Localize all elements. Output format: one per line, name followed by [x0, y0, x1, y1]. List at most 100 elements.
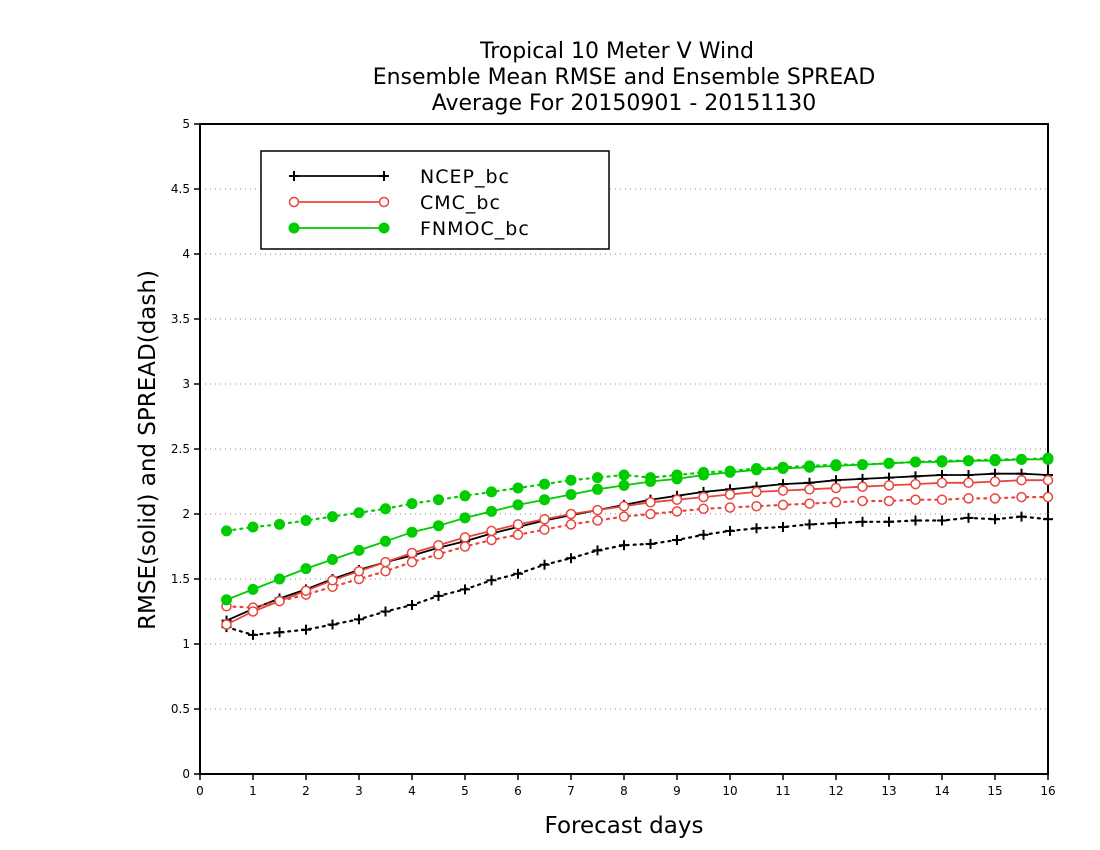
legend-marker-end-cmc-bc — [378, 196, 390, 208]
rmse-point-cmc-bc-31 — [1042, 474, 1054, 486]
y-tick-label-6: 3 — [182, 377, 190, 391]
spread-line-fnmoc-bc — [225, 457, 1050, 533]
y-axis-label: RMSE(solid) and SPREAD(dash) — [135, 270, 161, 630]
chart-title-line-1: Tropical 10 Meter V Wind — [479, 39, 754, 64]
spread-point-cmc-bc-28 — [963, 493, 974, 504]
rmse-point-cmc-bc-16 — [645, 497, 656, 508]
rmse-point-cmc-bc-10 — [486, 525, 497, 537]
spread-point-fnmoc-bc-8 — [433, 494, 444, 506]
x-tick-label-15: 15 — [987, 784, 1002, 798]
spread-line-cmc-bc — [225, 496, 1050, 609]
spread-point-fnmoc-bc-3 — [300, 515, 312, 526]
legend-entry-cmc-bc: CMC_bc — [288, 192, 501, 214]
y-tick-label-9: 4.5 — [171, 182, 190, 196]
rmse-point-cmc-bc-15 — [618, 500, 630, 512]
spread-point-ncep-bc-1 — [248, 629, 258, 640]
rmse-point-cmc-bc-8 — [433, 539, 444, 551]
spread-point-fnmoc-bc-5 — [353, 507, 365, 519]
legend-marker-start-ncep-bc — [289, 171, 299, 181]
y-tick-label-10: 5 — [182, 117, 190, 131]
rmse-point-fnmoc-bc-6 — [380, 535, 391, 547]
legend-entry-ncep-bc: NCEP_bc — [289, 166, 510, 188]
spread-point-ncep-bc-18 — [698, 529, 709, 540]
legend-label-ncep-bc: NCEP_bc — [420, 166, 510, 188]
legend-label-cmc-bc: CMC_bc — [420, 192, 501, 214]
chart-title: Tropical 10 Meter V Wind Ensemble Mean R… — [373, 39, 876, 116]
y-tick-label-5: 2.5 — [171, 442, 190, 456]
x-axis-label: Forecast days — [545, 813, 704, 839]
rmse-point-fnmoc-bc-23 — [830, 460, 842, 472]
rmse-line-fnmoc-bc — [226, 458, 1048, 601]
spread-point-cmc-bc-7 — [406, 556, 418, 568]
y-tick-label-8: 4 — [182, 247, 190, 261]
rmse-point-fnmoc-bc-21 — [777, 463, 789, 474]
y-tick-label-2: 1 — [182, 637, 190, 651]
spread-point-ncep-bc-26 — [910, 515, 921, 526]
grid-lines — [200, 188, 1048, 710]
spread-point-ncep-bc-29 — [990, 514, 1000, 525]
x-tick-label-1: 1 — [249, 784, 257, 798]
spread-point-fnmoc-bc-4 — [327, 511, 338, 523]
x-tick-label-7: 7 — [567, 784, 575, 798]
spread-point-ncep-bc-22 — [804, 519, 815, 530]
spread-point-cmc-bc-27 — [936, 494, 948, 505]
spread-point-ncep-bc-11 — [513, 568, 523, 579]
spread-point-ncep-bc-13 — [566, 553, 576, 564]
spread-point-fnmoc-bc-15 — [618, 469, 630, 481]
rmse-point-cmc-bc-21 — [777, 485, 789, 496]
rmse-point-fnmoc-bc-3 — [300, 563, 312, 575]
legend-marker-start-fnmoc-bc — [288, 222, 300, 234]
spread-point-ncep-bc-4 — [327, 619, 338, 630]
x-tick-label-3: 3 — [355, 784, 363, 798]
x-tick-label-12: 12 — [828, 784, 843, 798]
rmse-point-cmc-bc-25 — [883, 480, 895, 491]
spread-point-fnmoc-bc-13 — [565, 474, 577, 486]
spread-point-ncep-bc-28 — [963, 512, 974, 523]
rmse-point-fnmoc-bc-22 — [804, 461, 815, 473]
rmse-point-cmc-bc-24 — [857, 481, 868, 492]
rmse-point-fnmoc-bc-11 — [512, 499, 524, 511]
spread-point-ncep-bc-12 — [539, 559, 550, 570]
spread-point-ncep-bc-10 — [486, 575, 497, 586]
y-tick-label-4: 2 — [182, 507, 190, 521]
y-tick-label-1: 0.5 — [171, 702, 190, 716]
spread-point-fnmoc-bc-0 — [221, 525, 232, 537]
spread-point-cmc-bc-18 — [698, 503, 709, 515]
rmse-point-cmc-bc-5 — [353, 565, 365, 577]
spread-point-cmc-bc-8 — [433, 549, 444, 560]
spread-point-ncep-bc-31 — [1043, 514, 1053, 525]
rmse-point-fnmoc-bc-27 — [936, 456, 948, 468]
rmse-point-cmc-bc-11 — [512, 519, 524, 530]
rmse-point-fnmoc-bc-0 — [221, 594, 232, 606]
spread-point-fnmoc-bc-14 — [592, 472, 603, 484]
x-tick-label-11: 11 — [775, 784, 790, 798]
spread-point-ncep-bc-16 — [645, 538, 656, 549]
spread-point-ncep-bc-21 — [778, 522, 788, 532]
spread-point-cmc-bc-15 — [618, 511, 630, 522]
axis-ticks: 00.511.522.533.544.550 1 2 3 4 5 6 7 8 9 10 11 12 13 1… — [171, 117, 1056, 798]
spread-point-fnmoc-bc-10 — [486, 486, 497, 498]
spread-point-ncep-bc-7 — [407, 600, 417, 610]
spread-point-fnmoc-bc-6 — [380, 503, 391, 515]
chart-title-line-3: Average For 20150901 - 20151130 — [432, 91, 817, 116]
x-tick-label-10: 10 — [722, 784, 737, 798]
spread-point-ncep-bc-5 — [354, 614, 364, 625]
rmse-point-fnmoc-bc-17 — [671, 473, 683, 485]
spread-point-cmc-bc-6 — [380, 565, 391, 577]
legend-marker-end-ncep-bc — [379, 171, 389, 181]
y-tick-label-3: 1.5 — [171, 572, 190, 586]
rmse-point-cmc-bc-28 — [963, 477, 974, 489]
rmse-point-fnmoc-bc-1 — [247, 583, 259, 595]
rmse-point-cmc-bc-29 — [989, 476, 1001, 487]
rmse-point-fnmoc-bc-12 — [539, 494, 550, 506]
series-cmc-bc — [221, 474, 1054, 630]
spread-point-cmc-bc-24 — [857, 495, 868, 507]
spread-point-cmc-bc-13 — [565, 519, 577, 530]
y-tick-label-0: 0 — [182, 767, 190, 781]
rmse-point-fnmoc-bc-13 — [565, 489, 577, 500]
legend-box — [260, 150, 610, 250]
rmse-point-cmc-bc-7 — [406, 547, 418, 559]
x-tick-label-0: 0 — [196, 784, 204, 798]
legend-label-fnmoc-bc: FNMOC_bc — [420, 218, 530, 240]
spread-point-cmc-bc-29 — [989, 493, 1001, 504]
